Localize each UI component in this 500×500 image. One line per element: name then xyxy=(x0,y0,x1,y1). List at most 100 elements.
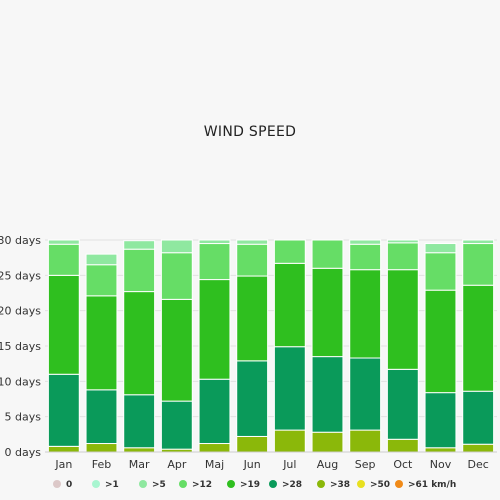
bar-segment-oct-2[interactable] xyxy=(386,239,419,244)
bar-segment-sep-4[interactable] xyxy=(349,269,382,359)
bar-segment-dec-4[interactable] xyxy=(462,284,495,392)
chart-title: WIND SPEED xyxy=(203,124,297,140)
bar-segment-maj-3[interactable] xyxy=(198,243,231,281)
bar-segment-aug-4[interactable] xyxy=(311,267,344,358)
bar-segment-jun-2[interactable] xyxy=(236,239,269,245)
x-tick-label: Oct xyxy=(393,458,413,471)
legend-marker xyxy=(317,480,325,488)
bar-segment-mar-2[interactable] xyxy=(123,240,156,250)
bar-segment-jan-4[interactable] xyxy=(47,274,80,375)
bar-segment-oct-3[interactable] xyxy=(386,242,419,271)
bar-segment-dec-5[interactable] xyxy=(462,390,495,445)
bar-segment-oct-6[interactable] xyxy=(386,438,419,453)
bar-segment-aug-6[interactable] xyxy=(311,431,344,453)
bar-segment-mar-6[interactable] xyxy=(123,447,156,453)
legend-label: >50 xyxy=(370,480,390,490)
bar-segment-jan-6[interactable] xyxy=(47,445,80,453)
y-tick-label: 25 days xyxy=(0,269,41,282)
bar-segment-jun-5[interactable] xyxy=(236,360,269,437)
bar-segment-sep-2[interactable] xyxy=(349,239,382,245)
legend-label: >61 km/h xyxy=(408,480,456,490)
bar-segment-oct-4[interactable] xyxy=(386,269,419,370)
x-tick-label: Feb xyxy=(92,458,111,471)
bar-segment-aug-3[interactable] xyxy=(311,239,344,269)
bar-segment-apr-3[interactable] xyxy=(160,252,193,300)
legend-item-8[interactable]: >61 km/h xyxy=(395,480,456,490)
bar-segment-apr-4[interactable] xyxy=(160,298,193,402)
bar-segment-maj-2[interactable] xyxy=(198,239,231,245)
legend-marker xyxy=(139,480,147,488)
bar-segment-maj-5[interactable] xyxy=(198,378,231,445)
y-tick-label: 0 days xyxy=(5,446,42,459)
bar-segment-aug-5[interactable] xyxy=(311,356,344,433)
legend[interactable]: 0 >1 >5 >12 >19 >28 >38 >50 >61 km/h xyxy=(53,480,456,490)
bar-segment-jan-2[interactable] xyxy=(47,239,80,245)
bar-segment-feb-4[interactable] xyxy=(85,295,118,391)
legend-marker xyxy=(179,480,187,488)
bar-segment-maj-6[interactable] xyxy=(198,443,231,453)
bar-segment-mar-4[interactable] xyxy=(123,291,156,396)
legend-item-0[interactable]: 0 xyxy=(53,480,72,490)
bar-segment-feb-6[interactable] xyxy=(85,443,118,453)
x-tick-label: Nov xyxy=(430,458,452,471)
bar-segment-dec-3[interactable] xyxy=(462,243,495,286)
bar-segment-jun-3[interactable] xyxy=(236,243,269,277)
x-axis: Jan Feb Mar Apr Maj Jun Jul Aug Sep Oct Nov Dec xyxy=(45,451,497,471)
y-tick-label: 10 days xyxy=(0,375,41,388)
legend-marker xyxy=(395,480,403,488)
legend-item-4[interactable]: >19 xyxy=(227,480,260,490)
bar-segment-jun-6[interactable] xyxy=(236,435,269,453)
bar-segment-jul-4[interactable] xyxy=(273,262,306,348)
x-tick-label: Mar xyxy=(129,458,150,471)
bar-segment-jan-3[interactable] xyxy=(47,243,80,276)
bar-segment-apr-2[interactable] xyxy=(160,239,193,254)
x-tick-label: Maj xyxy=(205,458,224,471)
legend-item-5[interactable]: >28 xyxy=(269,480,302,490)
bar-segment-sep-5[interactable] xyxy=(349,357,382,431)
bar-segment-dec-6[interactable] xyxy=(462,443,495,453)
bar-segment-maj-4[interactable] xyxy=(198,279,231,380)
bar-segment-feb-5[interactable] xyxy=(85,389,118,445)
bar-segment-jan-5[interactable] xyxy=(47,373,80,447)
bar-segment-nov-2[interactable] xyxy=(424,243,457,254)
legend-label: >12 xyxy=(192,480,212,490)
y-tick-label: 5 days xyxy=(5,411,42,424)
bar-segment-jul-6[interactable] xyxy=(273,429,306,453)
legend-item-3[interactable]: >12 xyxy=(179,480,212,490)
bars xyxy=(47,239,495,453)
legend-marker xyxy=(53,480,61,488)
bar-segment-mar-3[interactable] xyxy=(123,248,156,293)
x-tick-label: Apr xyxy=(167,458,187,471)
legend-item-1[interactable]: >1 xyxy=(92,480,119,490)
legend-label: >19 xyxy=(240,480,260,490)
bar-segment-jun-4[interactable] xyxy=(236,275,269,362)
bar-segment-nov-4[interactable] xyxy=(424,289,457,394)
bar-segment-mar-5[interactable] xyxy=(123,394,156,449)
bar-segment-sep-6[interactable] xyxy=(349,429,382,453)
bar-segment-dec-2[interactable] xyxy=(462,239,495,245)
x-tick-label: Sep xyxy=(355,458,376,471)
legend-label: >5 xyxy=(152,480,166,490)
bar-segment-nov-3[interactable] xyxy=(424,252,457,291)
legend-item-7[interactable]: >50 xyxy=(357,480,390,490)
bar-segment-nov-5[interactable] xyxy=(424,392,457,449)
bar-segment-feb-2[interactable] xyxy=(85,253,118,266)
legend-marker xyxy=(92,480,100,488)
y-tick-label: 15 days xyxy=(0,340,41,353)
bar-segment-sep-3[interactable] xyxy=(349,243,382,271)
bar-segment-jul-3[interactable] xyxy=(273,239,306,264)
x-tick-label: Jan xyxy=(54,458,72,471)
bar-segment-nov-6[interactable] xyxy=(424,447,457,453)
x-tick-label: Aug xyxy=(317,458,338,471)
legend-label: >1 xyxy=(105,480,119,490)
bar-segment-apr-5[interactable] xyxy=(160,400,193,450)
y-tick-label: 20 days xyxy=(0,305,41,318)
bar-segment-oct-5[interactable] xyxy=(386,368,419,440)
x-tick-label: Jul xyxy=(282,458,296,471)
legend-item-2[interactable]: >5 xyxy=(139,480,166,490)
bar-segment-jul-5[interactable] xyxy=(273,346,306,431)
bar-segment-feb-3[interactable] xyxy=(85,264,118,297)
legend-item-6[interactable]: >38 xyxy=(317,480,350,490)
